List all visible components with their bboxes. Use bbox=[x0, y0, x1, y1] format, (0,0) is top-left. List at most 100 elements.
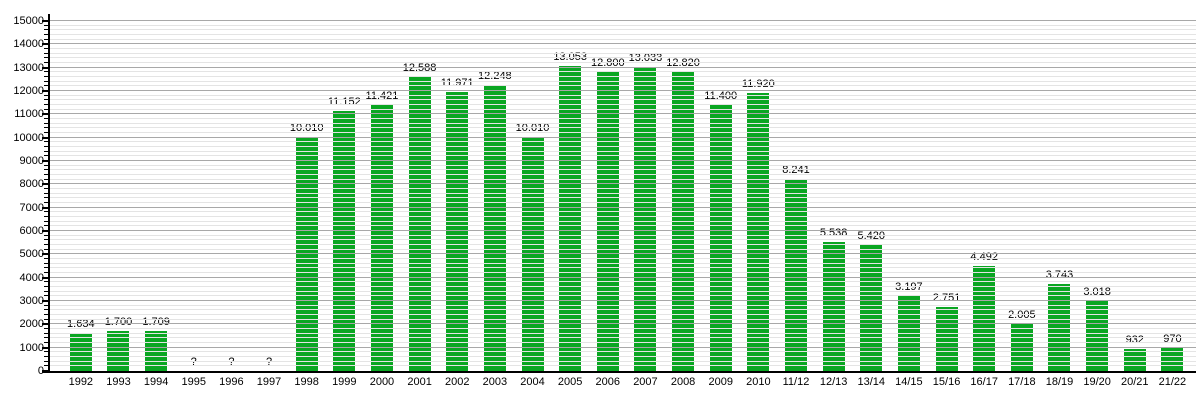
bar-value-label: 970 bbox=[1163, 333, 1182, 346]
bar-slot: ? bbox=[175, 21, 213, 371]
missing-value-label: ? bbox=[190, 356, 197, 368]
bar-slot: 5.420 bbox=[852, 21, 890, 371]
y-axis-tick bbox=[44, 155, 48, 157]
y-tick-label: 1000 bbox=[19, 341, 44, 354]
missing-value-label: ? bbox=[265, 356, 273, 368]
y-axis-tick bbox=[44, 80, 48, 82]
gridline-minor bbox=[50, 318, 1196, 320]
gridline-minor bbox=[50, 295, 1196, 297]
y-axis-tick bbox=[44, 267, 48, 269]
gridline-minor bbox=[50, 150, 1196, 152]
gridline-minor bbox=[50, 146, 1196, 147]
y-axis-tick bbox=[44, 197, 48, 199]
gridline-minor bbox=[50, 29, 1196, 31]
y-tick-label: 3000 bbox=[19, 295, 44, 307]
y-axis-tick bbox=[44, 234, 48, 236]
bar-value-label: 2.005 bbox=[1008, 309, 1036, 322]
y-axis-tick bbox=[44, 332, 48, 334]
y-axis-tick bbox=[44, 38, 48, 40]
y-axis-tick bbox=[44, 365, 48, 367]
y-axis-tick bbox=[44, 309, 48, 311]
gridline-minor bbox=[50, 34, 1196, 35]
y-axis-tick bbox=[44, 104, 48, 105]
bar bbox=[897, 296, 920, 371]
y-axis-tick bbox=[42, 276, 48, 279]
bar-slot: 3.197 bbox=[890, 21, 928, 371]
gridline-minor bbox=[50, 178, 1196, 180]
x-tick-label: 2007 bbox=[633, 376, 658, 388]
x-tick-label: 1995 bbox=[181, 376, 206, 388]
gridline-major bbox=[50, 66, 1196, 68]
y-axis-tick bbox=[44, 225, 48, 227]
bar bbox=[747, 92, 770, 371]
gridline-major bbox=[50, 346, 1196, 348]
gridline-minor bbox=[50, 94, 1196, 96]
y-axis-tick bbox=[44, 169, 48, 171]
y-axis-tick bbox=[44, 164, 48, 166]
y-axis-tick bbox=[44, 146, 48, 147]
bar-value-label: 11.971 bbox=[440, 76, 474, 89]
y-axis-tick bbox=[44, 314, 48, 315]
x-tick-label: 14/15 bbox=[895, 376, 923, 388]
gridline-minor bbox=[50, 38, 1196, 40]
y-tick-label: 5000 bbox=[19, 248, 44, 261]
y-axis-tick bbox=[44, 34, 48, 35]
y-axis-tick bbox=[42, 230, 48, 232]
bar-value-label: 11.920 bbox=[741, 77, 775, 90]
gridline-minor bbox=[50, 360, 1196, 362]
y-axis-tick bbox=[42, 323, 48, 326]
x-tick-label: 1999 bbox=[332, 376, 357, 388]
x-tick-label: 1994 bbox=[143, 376, 169, 388]
gridline-minor bbox=[50, 225, 1196, 227]
gridline-minor bbox=[50, 192, 1196, 194]
y-axis-tick bbox=[44, 94, 48, 96]
y-axis-tick bbox=[42, 90, 48, 92]
gridline-minor bbox=[50, 356, 1196, 357]
x-axis-line bbox=[42, 371, 1196, 373]
y-axis-tick bbox=[44, 351, 48, 353]
y-axis-tick bbox=[42, 160, 48, 162]
bar bbox=[935, 306, 958, 371]
gridline-minor bbox=[50, 197, 1196, 199]
bar-slot: 11.400 bbox=[702, 21, 740, 371]
y-tick-label: 14000 bbox=[13, 38, 44, 51]
y-axis-tick bbox=[44, 248, 48, 250]
y-axis-tick bbox=[44, 150, 48, 152]
gridline-minor bbox=[50, 365, 1196, 367]
x-tick-label: 2001 bbox=[407, 376, 432, 388]
gridline-major bbox=[50, 253, 1196, 255]
x-tick-label: 1992 bbox=[68, 376, 94, 388]
gridline-minor bbox=[50, 332, 1196, 334]
y-axis-tick bbox=[44, 24, 48, 26]
gridline-minor bbox=[50, 76, 1196, 77]
y-axis-tick bbox=[44, 48, 48, 49]
gridline-major bbox=[50, 300, 1196, 301]
y-axis-tick bbox=[44, 29, 48, 31]
gridline-major bbox=[50, 43, 1196, 45]
gridline-minor bbox=[50, 258, 1196, 259]
y-axis-tick bbox=[44, 318, 48, 320]
x-tick-label: 21/22 bbox=[1158, 376, 1187, 388]
gridline-major bbox=[50, 206, 1196, 208]
y-tick-label: 0 bbox=[37, 365, 44, 377]
bar bbox=[784, 178, 807, 371]
bar-value-label: 11.400 bbox=[704, 90, 738, 102]
x-tick-label: 2006 bbox=[595, 376, 621, 388]
y-axis-line bbox=[48, 14, 50, 371]
x-tick-label: 20/21 bbox=[1120, 376, 1149, 388]
gridline-minor bbox=[50, 122, 1196, 124]
y-tick-label: 8000 bbox=[19, 178, 44, 191]
y-axis-tick bbox=[44, 216, 48, 217]
x-axis-labels: 1992 1993 1994 1995 1996 1997 1998 1999 2000 2001… bbox=[62, 376, 1191, 388]
gridline-minor bbox=[50, 174, 1196, 175]
gridline-major bbox=[50, 276, 1196, 278]
y-axis-tick bbox=[44, 127, 48, 129]
bar bbox=[408, 77, 431, 371]
plot-area: 1.6341.7001.709???10.01011.15211.42112.5… bbox=[42, 14, 1196, 373]
y-axis-tick bbox=[44, 342, 48, 343]
y-axis-tick bbox=[44, 244, 48, 245]
gridline-minor bbox=[50, 281, 1196, 283]
bar bbox=[1086, 300, 1109, 371]
y-tick-label: 12000 bbox=[13, 85, 44, 97]
